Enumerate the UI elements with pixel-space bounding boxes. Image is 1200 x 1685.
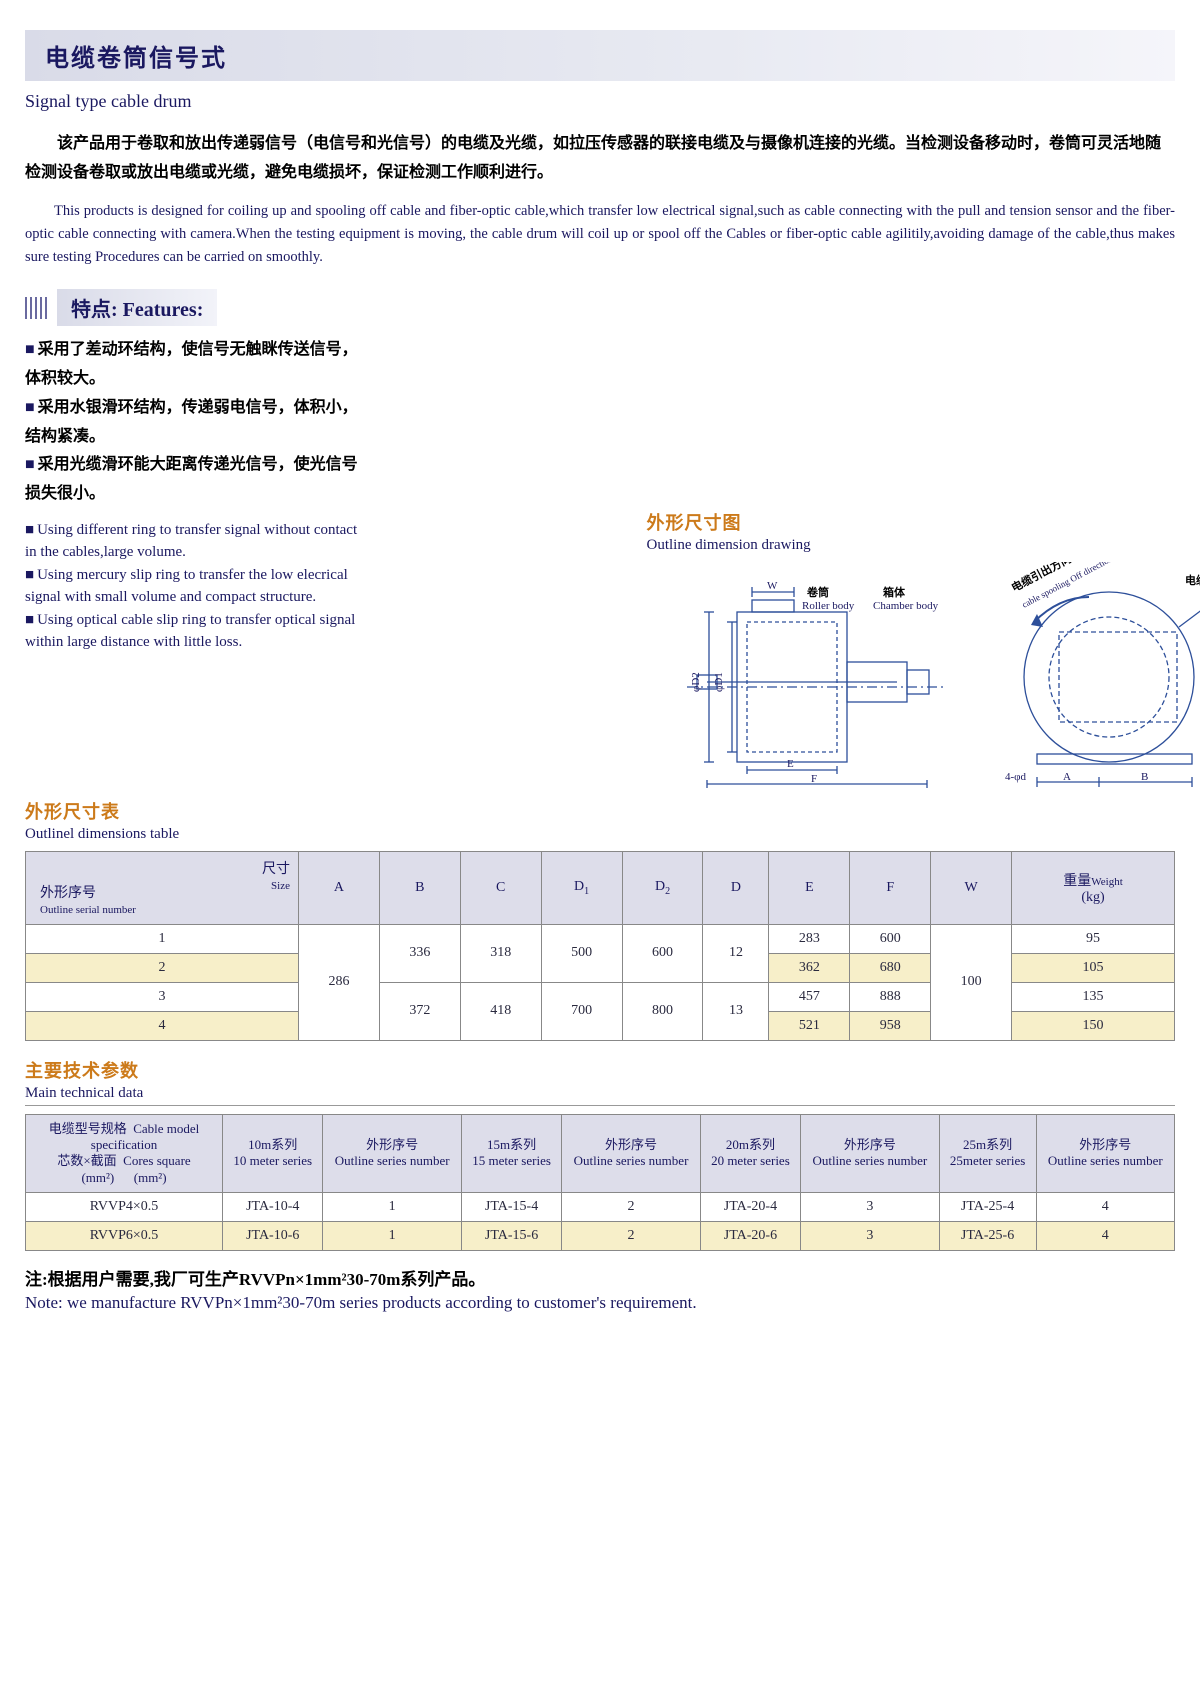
- tech-title-cn: 主要技术参数: [25, 1057, 1175, 1083]
- svg-text:W: W: [767, 580, 778, 592]
- dimensions-table: 尺寸Size 外形序号Outline serial number A B C D…: [25, 851, 1175, 1041]
- svg-text:φD1: φD1: [713, 672, 725, 692]
- title-en: Signal type cable drum: [25, 91, 1175, 112]
- dim-table-title-cn: 外形尺寸表: [25, 798, 1175, 824]
- dim-drawing-title-en: Outline dimension drawing: [647, 537, 1176, 554]
- diagram-side: 电缆引出方向 cable spooling Off direction 电缆 C…: [979, 562, 1200, 792]
- note-en: Note: we manufacture RVVPn×1mm²30-70m se…: [25, 1293, 1175, 1313]
- note-cn: 注:根据用户需要,我厂可生产RVVPn×1mm²30-70m系列产品。: [25, 1265, 1175, 1290]
- stripe-icon: [25, 297, 49, 319]
- bullet-icon: ■: [25, 456, 35, 473]
- table-header: 电缆型号规格 Cable model specification 芯数×截面 C…: [26, 1114, 1175, 1192]
- table-header: 尺寸Size 外形序号Outline serial number A B C D…: [26, 851, 1175, 924]
- intro-en: This products is designed for coiling up…: [25, 200, 1175, 270]
- table-row: 1 286 336 318 500 600 12 283 600 100 95: [26, 924, 1175, 953]
- table-row: RVVP4×0.5 JTA-10-4 1 JTA-15-4 2 JTA-20-4…: [26, 1192, 1175, 1221]
- table-row: RVVP6×0.5 JTA-10-6 1 JTA-15-6 2 JTA-20-6…: [26, 1221, 1175, 1250]
- svg-text:卷筒: 卷筒: [806, 585, 829, 599]
- title-cn: 电缆卷筒信号式: [45, 38, 1155, 73]
- svg-text:A: A: [1063, 771, 1071, 783]
- diagram-container: W 卷筒 Roller body 箱体 Chamber body φD1 φD2…: [647, 562, 1176, 792]
- svg-text:箱体: 箱体: [883, 585, 906, 599]
- features-header: 特点: Features:: [25, 289, 1175, 326]
- features-en: ■Using different ring to transfer signal…: [25, 519, 635, 654]
- svg-text:B: B: [1141, 771, 1148, 783]
- bullet-icon: ■: [25, 522, 34, 538]
- diagram-front: W 卷筒 Roller body 箱体 Chamber body φD1 φD2…: [647, 562, 967, 792]
- bullet-icon: ■: [25, 341, 35, 358]
- features-title: 特点: Features:: [57, 289, 217, 326]
- svg-text:E: E: [787, 758, 794, 770]
- intro-cn: 该产品用于卷取和放出传递弱信号（电信号和光信号）的电缆及光缆，如拉压传感器的联接…: [25, 130, 1175, 188]
- page: 电缆卷筒信号式 Signal type cable drum 该产品用于卷取和放…: [0, 0, 1200, 1343]
- bullet-icon: ■: [25, 399, 35, 416]
- bullet-icon: ■: [25, 612, 34, 628]
- features-cn: ■采用了差动环结构，使信号无触眯传送信号， 体积较大。 ■采用水银滑环结构，传递…: [25, 336, 1175, 509]
- svg-text:φD2: φD2: [690, 672, 702, 692]
- features-and-diagram: ■Using different ring to transfer signal…: [25, 509, 1175, 792]
- svg-text:电缆 Cable: 电缆 Cable: [1185, 573, 1200, 587]
- tech-table: 电缆型号规格 Cable model specification 芯数×截面 C…: [25, 1114, 1175, 1251]
- svg-text:Roller body: Roller body: [802, 600, 855, 612]
- bullet-icon: ■: [25, 567, 34, 583]
- title-bar: 电缆卷筒信号式: [25, 30, 1175, 81]
- svg-text:4-φd: 4-φd: [1005, 771, 1027, 783]
- dim-drawing-title-cn: 外形尺寸图: [647, 509, 1176, 535]
- dim-table-title-en: Outlinel dimensions table: [25, 826, 1175, 843]
- svg-text:F: F: [811, 773, 817, 785]
- svg-text:Chamber body: Chamber body: [873, 600, 939, 612]
- tech-title-en: Main technical data: [25, 1085, 1175, 1106]
